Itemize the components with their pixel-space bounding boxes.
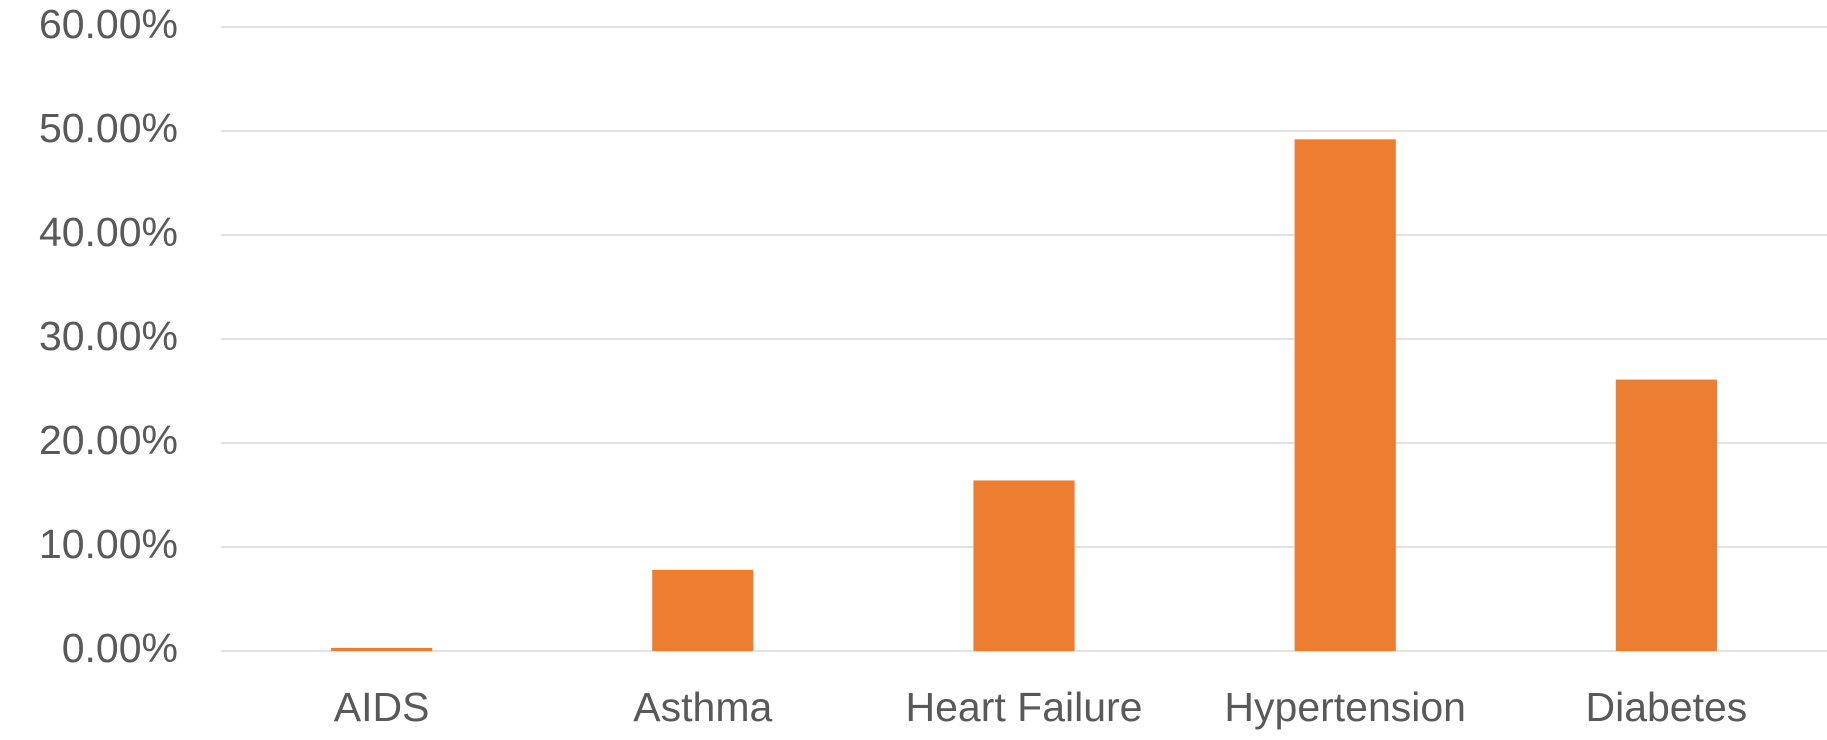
x-tick-label: Diabetes [1585,684,1747,730]
bar [331,647,433,651]
x-tick-label: Heart Failure [906,684,1143,730]
bar [973,480,1075,651]
y-tick-label: 30.00% [39,313,178,359]
x-tick-label: AIDS [334,684,430,730]
y-tick-label: 60.00% [39,1,178,47]
y-tick-label: 10.00% [39,521,178,567]
x-tick-label: Asthma [633,684,772,730]
y-tick-label: 20.00% [39,417,178,463]
y-tick-label: 0.00% [62,625,178,671]
y-tick-label: 50.00% [39,105,178,151]
bar [652,569,754,651]
bar [1294,139,1396,651]
x-tick-label: Hypertension [1224,684,1466,730]
bar [1615,379,1717,651]
y-tick-label: 40.00% [39,209,178,255]
